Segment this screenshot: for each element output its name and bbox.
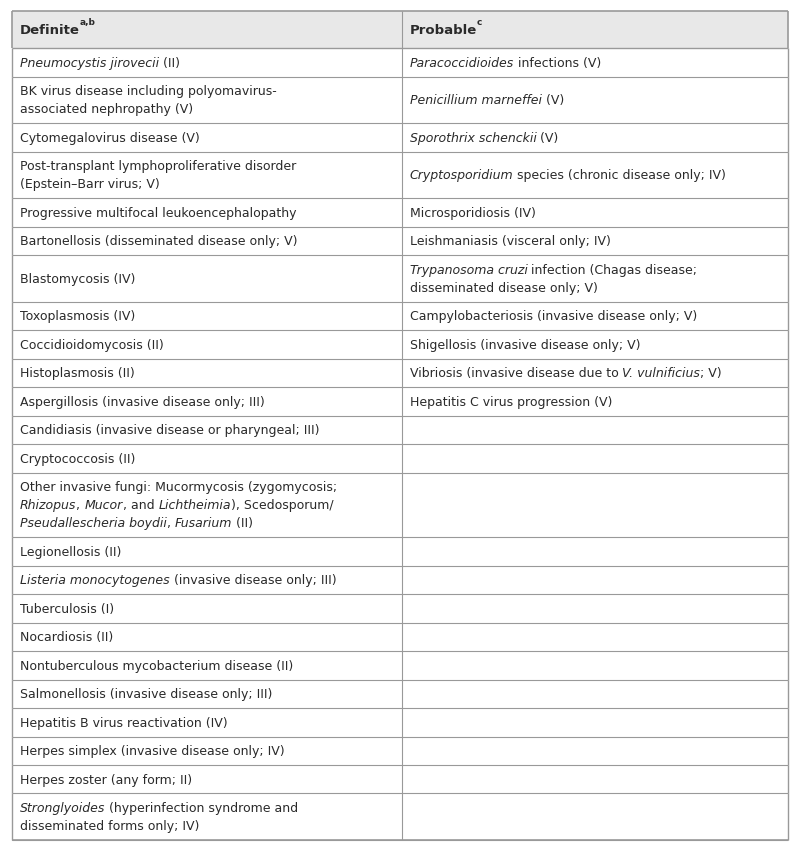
Text: (Epstein–Barr virus; V): (Epstein–Barr virus; V) bbox=[20, 178, 160, 191]
Text: Pseudallescheria boydii: Pseudallescheria boydii bbox=[20, 517, 167, 530]
Text: Stronglyoides: Stronglyoides bbox=[20, 801, 106, 815]
Text: (hyperinfection syndrome and: (hyperinfection syndrome and bbox=[106, 801, 298, 815]
Text: (II): (II) bbox=[159, 57, 180, 70]
Text: Tuberculosis (I): Tuberculosis (I) bbox=[20, 602, 114, 615]
Text: disseminated disease only; V): disseminated disease only; V) bbox=[410, 282, 598, 295]
Text: ,: , bbox=[76, 498, 84, 512]
Text: Fusarium: Fusarium bbox=[175, 517, 232, 530]
Text: disseminated forms only; IV): disseminated forms only; IV) bbox=[20, 820, 199, 832]
Text: Salmonellosis (invasive disease only; III): Salmonellosis (invasive disease only; II… bbox=[20, 688, 272, 700]
Text: infections (V): infections (V) bbox=[514, 57, 601, 70]
Text: Campylobacteriosis (invasive disease only; V): Campylobacteriosis (invasive disease onl… bbox=[410, 310, 697, 323]
Text: Rhizopus: Rhizopus bbox=[20, 498, 76, 512]
Text: Mucor: Mucor bbox=[84, 498, 122, 512]
Text: Histoplasmosis (II): Histoplasmosis (II) bbox=[20, 367, 134, 380]
Text: Leishmaniasis (visceral only; IV): Leishmaniasis (visceral only; IV) bbox=[410, 235, 610, 248]
Text: V. vulnificius: V. vulnificius bbox=[622, 367, 700, 380]
Text: Paracoccidioides: Paracoccidioides bbox=[410, 57, 514, 70]
Text: Other invasive fungi: Mucormycosis (zygomycosis;: Other invasive fungi: Mucormycosis (zygo… bbox=[20, 481, 337, 494]
Text: Shigellosis (invasive disease only; V): Shigellosis (invasive disease only; V) bbox=[410, 338, 640, 352]
Text: species (chronic disease only; IV): species (chronic disease only; IV) bbox=[513, 170, 726, 182]
Text: associated nephropathy (V): associated nephropathy (V) bbox=[20, 103, 193, 117]
Text: ; V): ; V) bbox=[700, 367, 722, 380]
Text: Coccidioidomycosis (II): Coccidioidomycosis (II) bbox=[20, 338, 164, 352]
Text: Herpes simplex (invasive disease only; IV): Herpes simplex (invasive disease only; I… bbox=[20, 745, 285, 757]
Text: Cytomegalovirus disease (V): Cytomegalovirus disease (V) bbox=[20, 132, 200, 145]
Text: , and: , and bbox=[122, 498, 158, 512]
Text: Post-transplant lymphoproliferative disorder: Post-transplant lymphoproliferative diso… bbox=[20, 160, 296, 173]
Text: Pneumocystis jirovecii: Pneumocystis jirovecii bbox=[20, 57, 159, 70]
Text: Aspergillosis (invasive disease only; III): Aspergillosis (invasive disease only; II… bbox=[20, 395, 265, 408]
Text: Penicillium marneffei: Penicillium marneffei bbox=[410, 95, 542, 107]
Text: Candidiasis (invasive disease or pharyngeal; III): Candidiasis (invasive disease or pharyng… bbox=[20, 423, 319, 437]
Text: Cryptococcosis (II): Cryptococcosis (II) bbox=[20, 452, 135, 465]
Text: Hepatitis B virus reactivation (IV): Hepatitis B virus reactivation (IV) bbox=[20, 716, 228, 729]
Text: Bartonellosis (disseminated disease only; V): Bartonellosis (disseminated disease only… bbox=[20, 235, 298, 248]
Text: BK virus disease including polyomavirus-: BK virus disease including polyomavirus- bbox=[20, 85, 277, 98]
Bar bbox=[12, 12, 788, 49]
Text: Cryptosporidium: Cryptosporidium bbox=[410, 170, 513, 182]
Text: Listeria monocytogenes: Listeria monocytogenes bbox=[20, 573, 170, 587]
Text: Toxoplasmosis (IV): Toxoplasmosis (IV) bbox=[20, 310, 135, 323]
Text: (II): (II) bbox=[232, 517, 254, 530]
Text: ), Scedosporum/: ), Scedosporum/ bbox=[230, 498, 334, 512]
Text: c: c bbox=[477, 18, 482, 27]
Text: (V): (V) bbox=[542, 95, 564, 107]
Text: Sporothrix schenckii: Sporothrix schenckii bbox=[410, 132, 537, 145]
Text: Lichtheimia: Lichtheimia bbox=[158, 498, 230, 512]
Text: Nontuberculous mycobacterium disease (II): Nontuberculous mycobacterium disease (II… bbox=[20, 659, 294, 672]
Text: Probable: Probable bbox=[410, 24, 477, 37]
Text: Hepatitis C virus progression (V): Hepatitis C virus progression (V) bbox=[410, 395, 612, 408]
Text: Blastomycosis (IV): Blastomycosis (IV) bbox=[20, 273, 135, 285]
Text: Microsporidiosis (IV): Microsporidiosis (IV) bbox=[410, 207, 535, 220]
Text: a,b: a,b bbox=[80, 18, 96, 27]
Text: Progressive multifocal leukoencephalopathy: Progressive multifocal leukoencephalopat… bbox=[20, 207, 297, 220]
Text: (V): (V) bbox=[537, 132, 558, 145]
Text: infection (Chagas disease;: infection (Chagas disease; bbox=[527, 263, 698, 277]
Text: Vibriosis (invasive disease due to: Vibriosis (invasive disease due to bbox=[410, 367, 622, 380]
Text: Nocardiosis (II): Nocardiosis (II) bbox=[20, 630, 114, 643]
Text: Legionellosis (II): Legionellosis (II) bbox=[20, 545, 122, 558]
Text: Herpes zoster (any form; II): Herpes zoster (any form; II) bbox=[20, 773, 192, 786]
Text: Trypanosoma cruzi: Trypanosoma cruzi bbox=[410, 263, 527, 277]
Text: Definite: Definite bbox=[20, 24, 80, 37]
Text: (invasive disease only; III): (invasive disease only; III) bbox=[170, 573, 336, 587]
Text: ,: , bbox=[167, 517, 175, 530]
